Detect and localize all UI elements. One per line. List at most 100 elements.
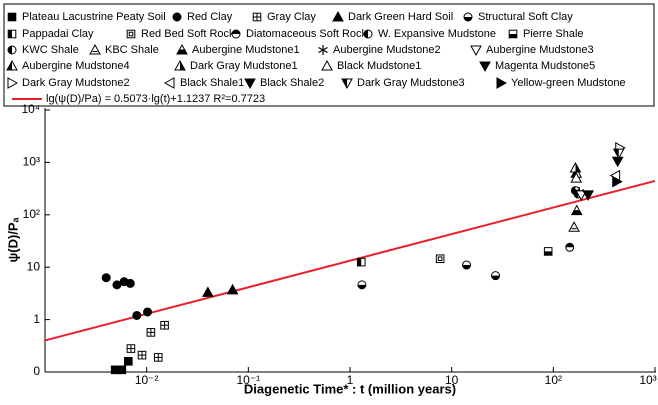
marker-fill	[464, 17, 472, 21]
data-point	[611, 156, 624, 168]
legend-marker	[470, 45, 482, 57]
legend-label: lg(ψ(D)/Pa) = 0.5073·lg(t)+1.1237 R²=0.7…	[46, 93, 265, 105]
marker-outline	[7, 12, 17, 22]
marker-outline	[163, 77, 175, 89]
legend-label: KBC Shale	[105, 44, 159, 56]
data-point	[568, 221, 580, 232]
marker-outline	[496, 77, 508, 89]
legend-label: Magenta Mudstone5	[495, 60, 595, 72]
data-point	[112, 280, 122, 290]
data-point	[357, 280, 367, 290]
legend-marker	[6, 59, 18, 71]
data-point	[570, 172, 583, 183]
marker-fill	[357, 284, 366, 289]
data-point	[462, 260, 472, 270]
marker-outline	[125, 278, 135, 288]
legend-label: Dark Gray Mudstone2	[22, 77, 130, 89]
legend-label: Structural Soft Clay	[478, 11, 573, 23]
legend-label: Aubergine Mudstone4	[22, 60, 130, 72]
legend-label: W. Expansive Mudstone	[378, 28, 496, 40]
data-point	[543, 247, 553, 256]
legend-marker	[479, 61, 491, 73]
data-point	[143, 307, 153, 317]
legend-marker	[318, 45, 328, 55]
y-tick-label: 10	[27, 259, 41, 273]
marker-outline	[101, 273, 111, 283]
legend-label: Black Mudstone1	[337, 60, 421, 72]
data-point	[569, 162, 582, 173]
legend-label: Pappadai Clay	[22, 28, 94, 40]
data-point	[137, 350, 147, 360]
marker-outline	[321, 59, 333, 71]
data-point	[491, 271, 501, 281]
marker-fill	[575, 163, 581, 173]
y-tick-label: 1	[33, 312, 40, 326]
marker-outline	[117, 365, 127, 375]
marker-fill	[180, 61, 185, 70]
marker-outline	[332, 10, 344, 22]
marker-stroke	[128, 31, 134, 37]
x-tick-label: 10²	[545, 373, 562, 387]
legend-marker	[332, 10, 344, 22]
marker-outline	[202, 286, 214, 297]
legend-marker	[89, 43, 101, 55]
marker-fill	[232, 30, 240, 34]
legend-marker	[363, 29, 373, 39]
x-tick-label: 10⁻¹	[236, 373, 260, 387]
marker-outline	[470, 45, 482, 57]
legend-marker	[231, 29, 241, 39]
legend-label: Black Shale2	[260, 77, 324, 89]
data-point	[575, 190, 588, 201]
legend-marker	[126, 29, 136, 39]
marker-fill	[364, 30, 368, 38]
y-tick-label: 10⁴	[21, 102, 40, 116]
legend-label: Gray Clay	[267, 11, 316, 23]
marker-outline	[612, 175, 623, 188]
legend-label: Pierre Shale	[523, 28, 584, 40]
data-point	[582, 190, 594, 201]
legend-marker	[172, 12, 182, 22]
data-point	[202, 286, 214, 297]
legend-box	[3, 3, 655, 107]
data-point	[570, 204, 583, 216]
legend-marker	[341, 78, 353, 90]
legend-label: Red Bed Soft Rock	[141, 28, 235, 40]
legend-label: Aubergine Mudstone1	[192, 44, 300, 56]
data-point	[124, 357, 133, 366]
y-tick-label: 0	[33, 364, 40, 378]
marker-fill	[565, 243, 574, 248]
data-point	[435, 254, 445, 264]
data-point	[612, 148, 625, 160]
data-point	[126, 344, 136, 353]
legend-marker	[463, 12, 473, 22]
marker-outline	[172, 12, 182, 22]
legend-label: KWC Shale	[22, 44, 79, 56]
legend-label: Red Clay	[187, 11, 233, 23]
marker-fill	[342, 79, 347, 88]
data-point	[132, 310, 142, 320]
marker-stroke	[318, 46, 328, 54]
legend-marker	[252, 12, 262, 22]
marker-fill	[462, 265, 471, 270]
marker-fill	[491, 275, 500, 280]
x-tick-label: 1	[347, 373, 354, 387]
marker-outline	[143, 307, 153, 317]
data-point	[153, 353, 163, 362]
data-point	[146, 328, 156, 337]
marker-outline	[611, 156, 624, 168]
legend-marker	[496, 77, 508, 89]
marker-outline	[568, 221, 580, 232]
legend-label: Aubergine Mudstone2	[333, 44, 441, 56]
marker-outline	[244, 78, 256, 90]
y-tick-label: 10³	[23, 155, 40, 169]
data-point	[117, 365, 127, 375]
marker-fill	[544, 251, 552, 256]
marker-stroke	[437, 256, 443, 262]
marker-outline	[479, 61, 491, 73]
data-point	[356, 257, 366, 267]
data-point	[612, 175, 623, 188]
x-tick-label: 10	[445, 373, 459, 387]
legend-marker	[174, 59, 186, 71]
legend-marker	[508, 29, 518, 39]
marker-outline	[435, 254, 445, 264]
